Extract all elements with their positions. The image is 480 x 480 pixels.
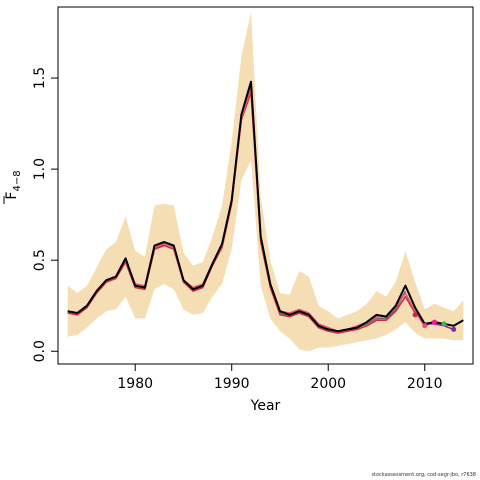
y-axis-title: F4−8 [3,170,23,204]
svg-text:F4−8: F4−8 [4,170,23,199]
endpoint-2 [431,319,437,325]
x-tick-label-1990: 1990 [214,376,250,392]
endpoint-3 [441,321,447,327]
y-tick-label-2: 1.0 [32,158,48,180]
y-tick-label-1: 0.5 [32,249,48,271]
y-axis-title-sub: 4−8 [12,170,23,191]
plot-frame [57,6,474,365]
confidence-band [67,12,464,352]
x-tick-label-2000: 2000 [310,376,346,392]
series-lines [67,80,464,334]
x-axis-title: Year [250,398,281,414]
y-axis: 0.0 0.5 1.0 1.5 [32,67,58,362]
y-axis-title-main: F [4,192,20,200]
series-endpoints [412,312,457,332]
x-tick-label-2010: 2010 [407,376,443,392]
confidence-band-area [67,12,464,352]
y-tick-label-3: 1.5 [32,67,48,89]
footer-credit: stockassessment.org, cod-segr-jbo, r7638 [371,472,476,478]
x-axis: 1980 1990 2000 2010 [117,364,443,392]
y-tick-label-0: 0.0 [32,340,48,362]
endpoint-0 [412,312,418,318]
endpoint-4 [451,326,457,332]
endpoint-1 [422,323,428,329]
series-line-0 [67,80,464,333]
x-tick-label-1980: 1980 [117,376,153,392]
